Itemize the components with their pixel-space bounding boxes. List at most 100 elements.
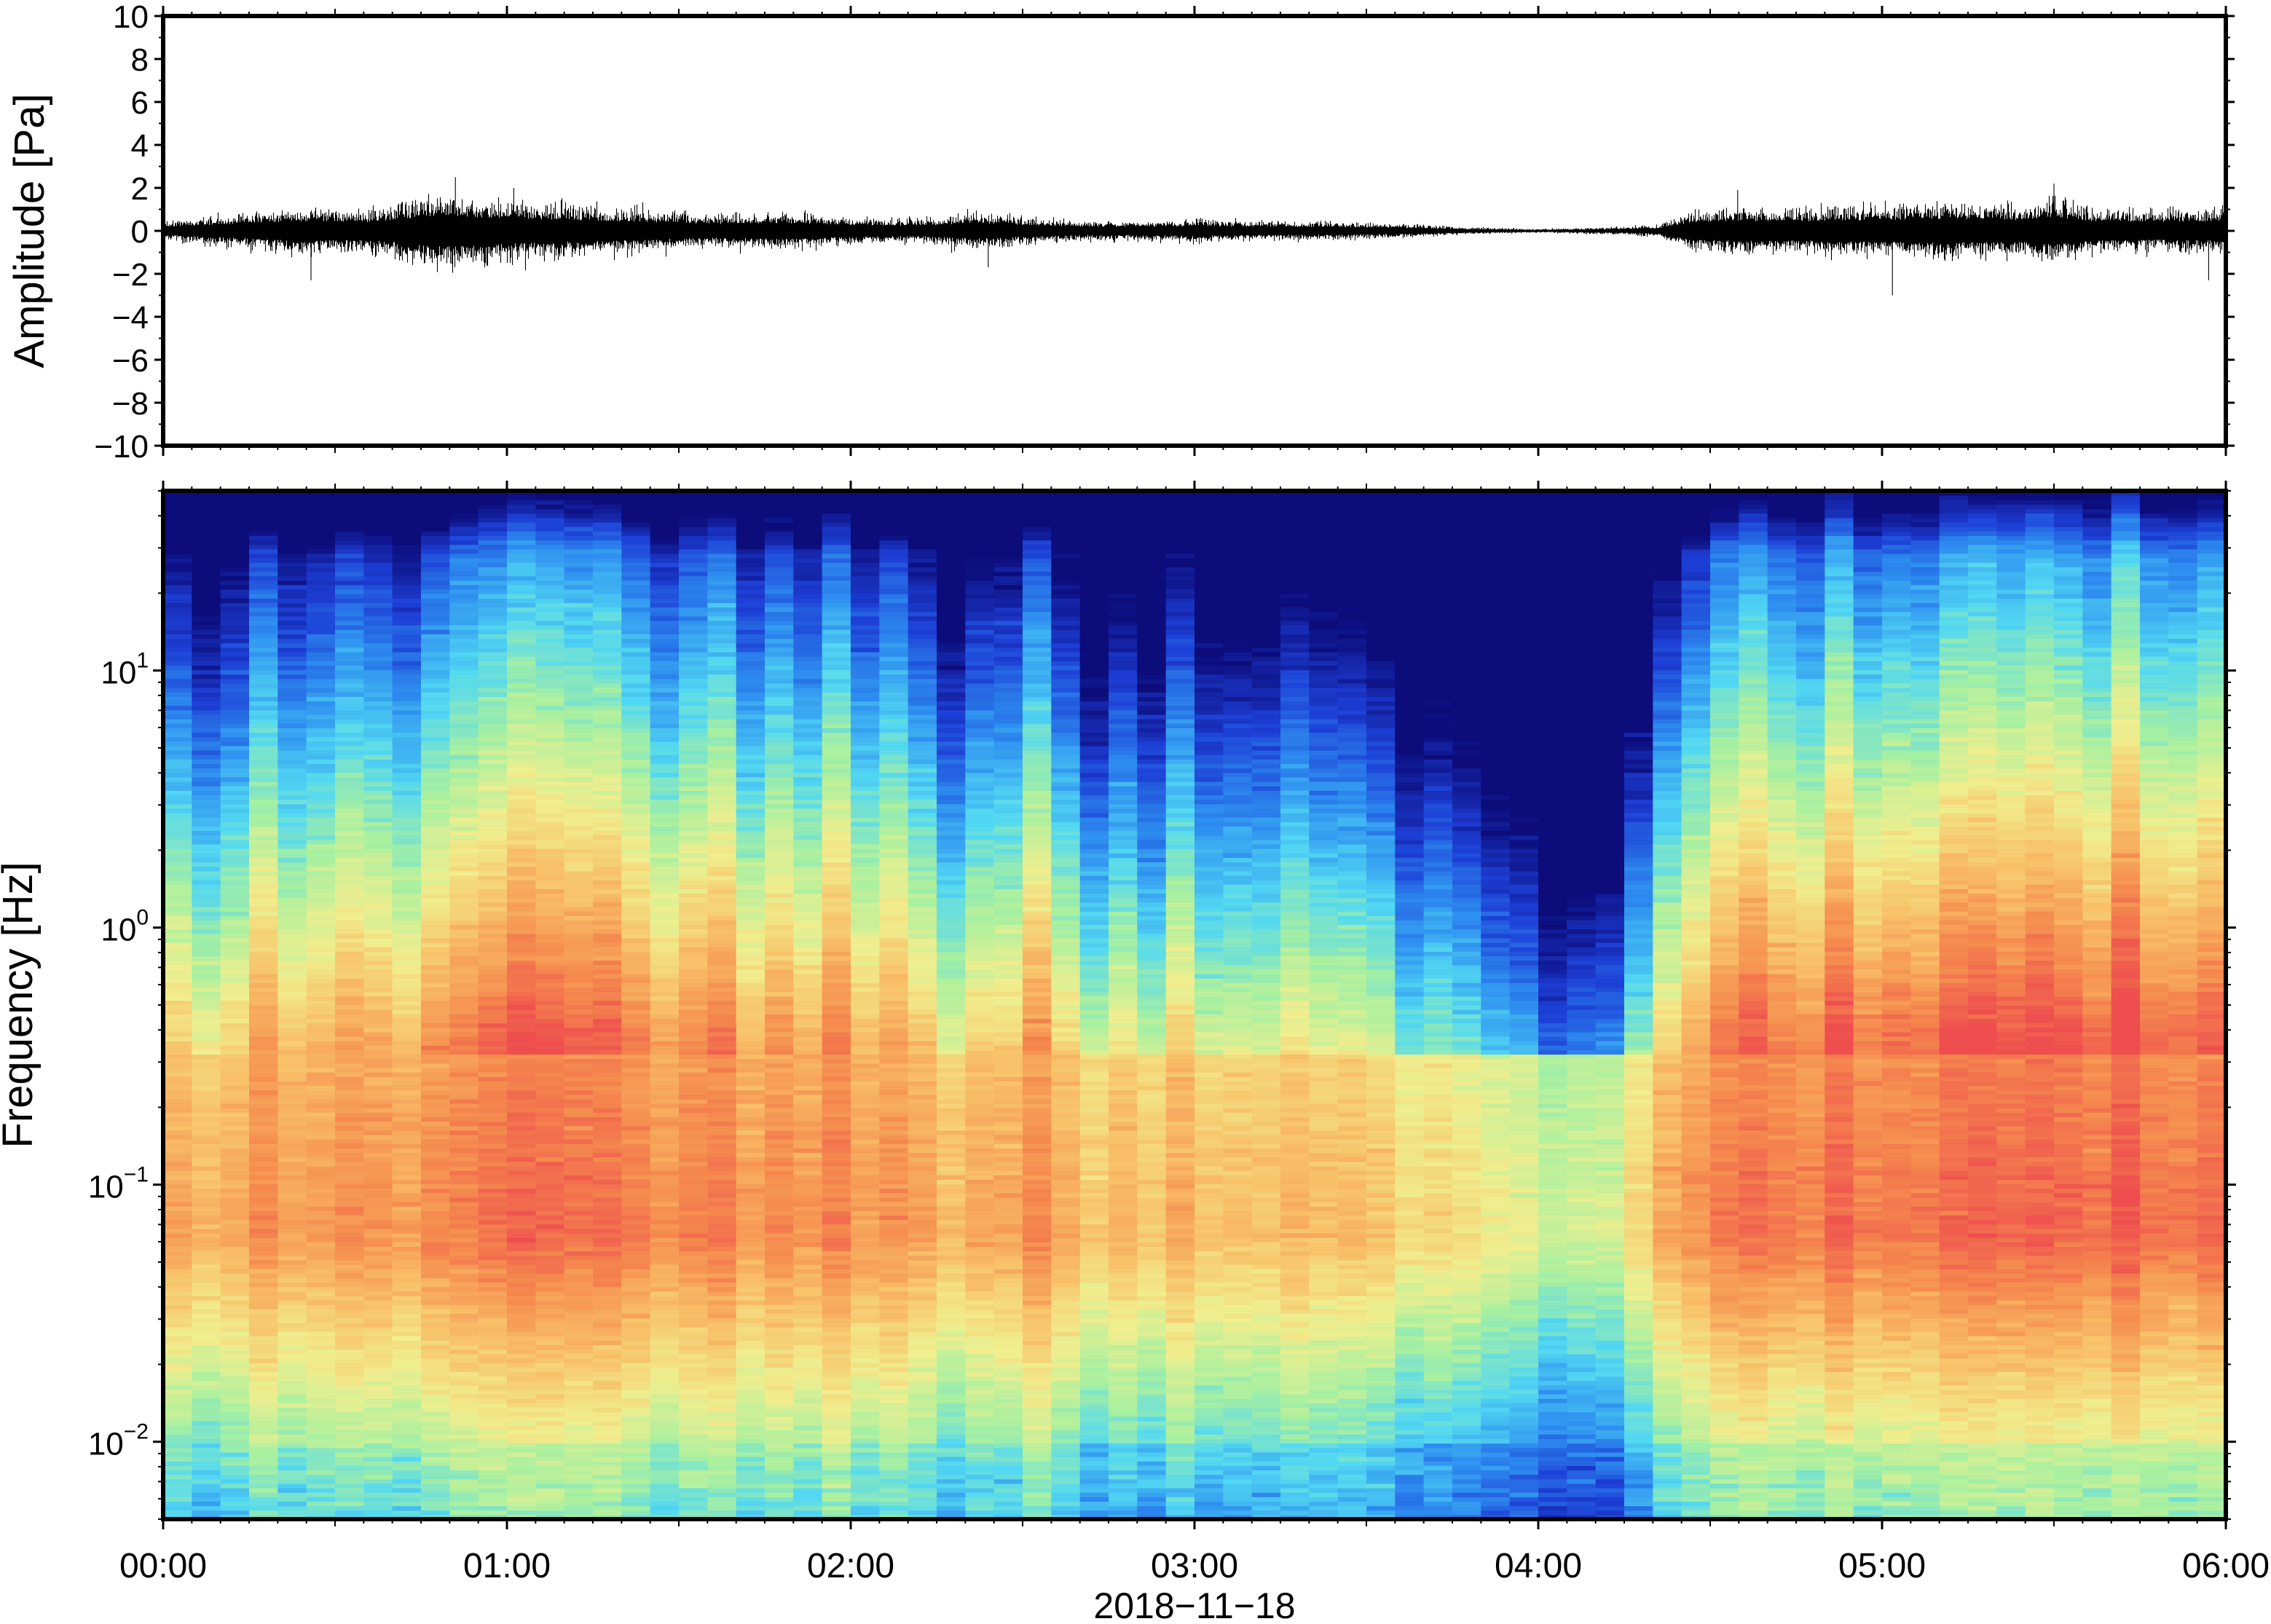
heatmap-cell <box>650 870 680 876</box>
heatmap-cell <box>650 875 680 880</box>
heatmap-cell <box>306 826 336 832</box>
y-tick-label: −10 <box>94 429 149 465</box>
heatmap-cell <box>163 1273 192 1279</box>
heatmap-cell <box>421 540 450 545</box>
heatmap-cell <box>650 853 680 859</box>
heatmap-cell <box>679 821 708 827</box>
heatmap-cell <box>621 1398 651 1403</box>
heatmap-cell <box>593 1063 622 1068</box>
heatmap-cell <box>564 692 594 697</box>
heatmap-cell <box>220 790 250 796</box>
heatmap-cell <box>707 1497 737 1502</box>
heatmap-cell <box>707 580 737 586</box>
heatmap-cell <box>593 669 622 675</box>
heatmap-cell <box>679 848 708 854</box>
heatmap-cell <box>220 1166 250 1171</box>
heatmap-cell <box>163 763 192 769</box>
heatmap-cell <box>163 1197 192 1202</box>
heatmap-cell <box>421 1223 450 1229</box>
heatmap-cell <box>564 504 594 510</box>
heatmap-cell <box>535 1331 565 1336</box>
heatmap-cell <box>507 1434 536 1440</box>
heatmap-cell <box>220 942 250 947</box>
heatmap-cell <box>593 1175 622 1180</box>
heatmap-cell <box>363 1447 393 1453</box>
heatmap-cell <box>478 933 508 939</box>
heatmap-cell <box>736 1098 765 1104</box>
heatmap-cell <box>593 642 622 648</box>
heatmap-cell <box>621 1242 651 1247</box>
heatmap-cell <box>335 620 364 626</box>
heatmap-cell <box>535 772 565 778</box>
heatmap-cell <box>564 991 594 997</box>
heatmap-cell <box>363 1215 393 1221</box>
heatmap-cell <box>421 1156 450 1162</box>
heatmap-cell <box>535 1192 565 1198</box>
heatmap-cell <box>593 821 622 827</box>
heatmap-cell <box>449 1192 479 1198</box>
heatmap-cell <box>363 1309 393 1314</box>
heatmap-cell <box>306 1170 336 1175</box>
heatmap-cell <box>220 1363 250 1368</box>
heatmap-cell <box>220 535 250 541</box>
heatmap-cell <box>335 1505 364 1511</box>
heatmap-cell <box>220 920 250 926</box>
heatmap-cell <box>163 615 192 621</box>
heatmap-cell <box>507 1179 536 1185</box>
heatmap-cell <box>478 634 508 639</box>
heatmap-cell <box>421 669 450 675</box>
heatmap-cell <box>449 1384 479 1390</box>
heatmap-cell <box>449 884 479 889</box>
heatmap-cell <box>392 1344 422 1350</box>
heatmap-cell <box>220 1273 250 1279</box>
heatmap-cell <box>679 1103 708 1108</box>
heatmap-cell <box>421 620 450 626</box>
heatmap-cell <box>392 817 422 822</box>
heatmap-cell <box>564 1273 594 1279</box>
heatmap-cell <box>507 1322 536 1328</box>
heatmap-cell <box>736 1434 765 1440</box>
heatmap-cell <box>449 1152 479 1158</box>
heatmap-cell <box>421 750 450 755</box>
heatmap-cell <box>163 1505 192 1511</box>
heatmap-cell <box>163 929 192 934</box>
heatmap-cell <box>163 1049 192 1055</box>
heatmap-cell <box>593 495 622 500</box>
heatmap-cell <box>478 1264 508 1269</box>
heatmap-cell <box>306 1353 336 1359</box>
heatmap-cell <box>507 1049 536 1055</box>
heatmap-cell <box>478 1474 508 1480</box>
heatmap-cell <box>163 1161 192 1167</box>
heatmap-cell <box>163 781 192 787</box>
heatmap-cell <box>621 830 651 836</box>
heatmap-cell <box>278 1009 307 1014</box>
heatmap-cell <box>593 1443 622 1448</box>
heatmap-cell <box>163 1259 192 1265</box>
heatmap-cell <box>621 1296 651 1301</box>
heatmap-cell <box>535 1000 565 1006</box>
heatmap-cell <box>449 754 479 760</box>
heatmap-cell <box>707 974 737 979</box>
heatmap-cell <box>220 1233 250 1238</box>
heatmap-cell <box>535 880 565 885</box>
heatmap-cell <box>736 843 765 849</box>
heatmap-cell <box>220 911 250 916</box>
heatmap-cell <box>392 1036 422 1041</box>
heatmap-cell <box>679 942 708 947</box>
heatmap-cell <box>335 1457 364 1462</box>
heatmap-cell <box>535 709 565 715</box>
heatmap-cell <box>535 1054 565 1060</box>
heatmap-cell <box>679 1483 708 1489</box>
heatmap-cell <box>650 1031 680 1037</box>
heatmap-cell <box>421 1094 450 1100</box>
heatmap-cell <box>192 491 221 496</box>
heatmap-cell <box>650 942 680 947</box>
heatmap-cell <box>249 669 278 675</box>
heatmap-cell <box>478 580 508 586</box>
heatmap-cell <box>249 803 278 809</box>
heatmap-cell <box>306 808 336 813</box>
heatmap-cell <box>249 544 278 550</box>
heatmap-cell <box>192 1166 221 1171</box>
heatmap-cell <box>220 1152 250 1158</box>
heatmap-cell <box>278 964 307 970</box>
